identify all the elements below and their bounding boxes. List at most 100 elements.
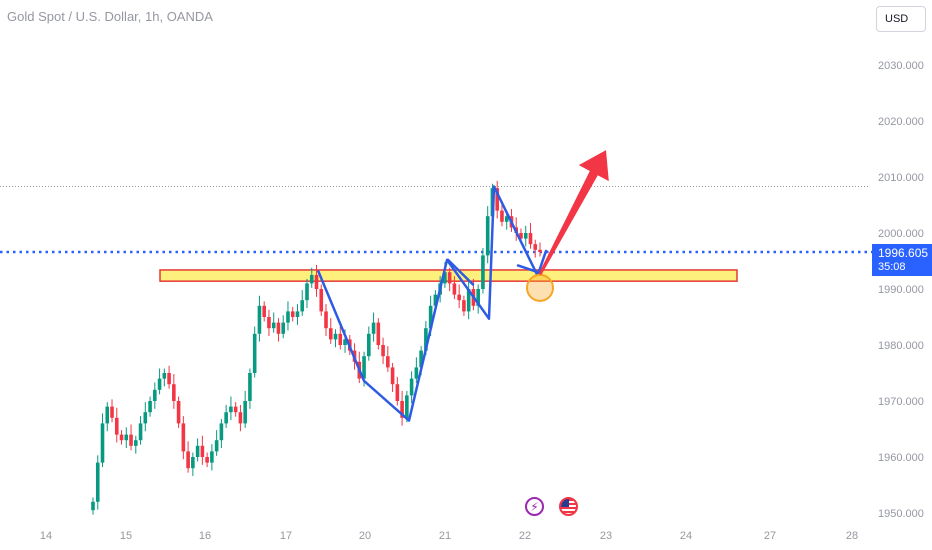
symbol-title: Gold Spot / U.S. Dollar, 1h, OANDA [7,9,213,24]
candle-body [143,412,148,424]
candle-body [153,389,157,401]
candle-body [257,305,262,334]
candle-body [333,333,338,340]
y-tick-label: 1960.000 [878,452,924,464]
reference-lines [0,186,872,254]
candle-body [481,255,485,289]
candle-body [314,275,319,289]
candle-body [172,384,176,401]
candle-body [233,406,238,413]
candle-body [476,289,480,306]
candle-body [271,322,276,329]
x-tick-label: 24 [680,530,692,542]
candle-body [252,333,257,373]
y-tick-label: 1950.000 [878,508,924,520]
lightning-bolt-icon[interactable]: ⚡ [525,497,544,516]
candle-body [191,457,195,469]
candle-body [200,445,205,457]
candle-body [495,188,500,211]
y-tick-label: 1970.000 [878,396,924,408]
candle-body [95,462,100,502]
candle-body [119,434,124,441]
candle-body [343,339,347,345]
x-tick-label: 21 [439,530,451,542]
candle-body [500,210,504,222]
candle-body [533,244,538,250]
candle-body [400,401,404,418]
x-tick-label: 20 [359,530,371,542]
candle-body [457,294,461,301]
candle-body [324,311,328,329]
candle-body [443,272,447,284]
candle-body [138,423,143,441]
x-tick-label: 15 [120,530,132,542]
candle-body [405,395,409,418]
y-tick-label: 2020.000 [878,116,924,128]
target-arrow [538,150,609,276]
candle-body [133,440,138,446]
candle-body [395,384,400,401]
candle-body [267,317,271,329]
candle-body [523,233,528,239]
x-tick-label: 17 [280,530,292,542]
candle-body [309,275,314,284]
candle-body [328,328,333,340]
candle-body [381,345,385,357]
drawings-group [316,150,609,422]
candle-body [367,333,371,357]
candle-body [295,311,300,317]
currency-button[interactable]: USD [876,6,926,32]
candle-body [414,367,419,379]
candle-body [428,305,433,329]
bounce-line [536,249,548,276]
y-tick-label: 2010.000 [878,172,924,184]
candle-body [114,417,119,435]
candle-body [238,412,243,424]
candle-body [452,283,457,295]
candle-body [148,401,152,413]
candle-body [319,289,324,312]
candle-body [214,440,219,452]
candle-body [276,322,281,334]
candle-body [424,328,428,351]
zigzag-pattern-line [316,185,539,422]
bar-countdown-label: 35:08 [878,261,906,273]
candle-body [262,305,266,317]
y-tick-label: 1990.000 [878,284,924,296]
candle-body [462,300,466,312]
candles-group [91,180,542,515]
candle-body [181,423,186,452]
candle-body [504,216,509,222]
candle-body [205,457,209,463]
candle-body [176,401,181,424]
x-tick-label: 23 [600,530,612,542]
candle-body [390,367,395,385]
candle-body [162,373,167,379]
candle-body [224,412,228,424]
candle-body [485,216,490,256]
flag-canton [561,499,569,507]
last-price-label: 1996.605 [878,246,929,260]
candle-body [371,322,376,334]
candle-body [157,378,162,390]
candle-body [229,406,233,413]
candle-body [248,373,252,401]
candle-body [519,233,523,239]
x-tick-label: 16 [199,530,211,542]
candle-body [290,311,295,317]
y-tick-label: 1980.000 [878,340,924,352]
candle-body [281,322,286,334]
candle-body [376,322,381,345]
candle-body [538,249,542,253]
candle-body [219,423,224,441]
candle-body [195,445,200,457]
candle-body [300,300,305,312]
x-tick-label: 14 [40,530,52,542]
candle-body [243,401,247,424]
candle-body [419,350,423,368]
price-axis: 2030.000 2020.000 2010.000 2000.000 1990.000… [878,60,924,520]
y-tick-label: 2000.000 [878,228,924,240]
us-flag-icon[interactable] [559,497,578,516]
candle-body [286,311,290,323]
